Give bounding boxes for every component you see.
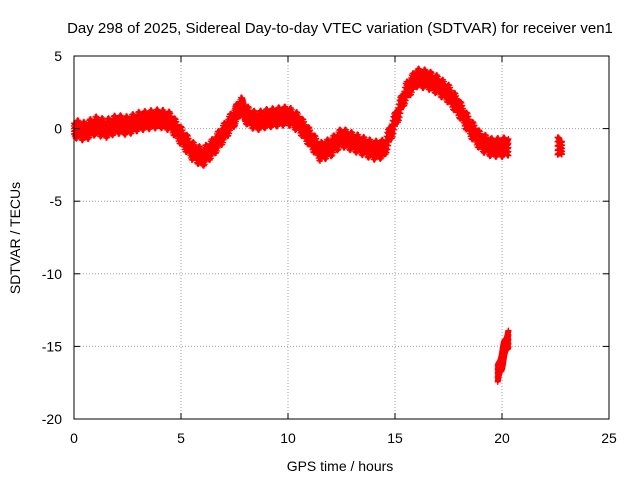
x-tick-label: 10 [280,430,296,446]
data-point [220,139,227,146]
data-point [397,110,404,117]
plot-frame [73,55,610,420]
data-point [401,100,408,107]
series-segment-2 [554,134,565,158]
data-point [383,149,390,156]
y-tick-label: -5 [50,193,63,209]
y-axis-label: SDTVAR / TECUs [7,182,23,294]
data-point [213,147,220,154]
data-point [385,142,392,149]
x-tick-label: 5 [177,430,185,446]
data-points [71,65,565,385]
data-point [402,97,409,104]
y-tick-label: -20 [42,411,62,427]
grid-lines [74,56,609,419]
x-tick-label: 20 [494,430,510,446]
x-tick-label: 25 [601,430,617,446]
data-point [505,344,512,351]
y-tick-label: -15 [42,338,62,354]
y-tick-label: -10 [42,266,62,282]
data-point [334,147,341,154]
data-point [558,151,565,158]
data-point [384,146,391,153]
y-tick-label: 5 [54,48,62,64]
data-point [226,130,233,137]
data-point [408,89,415,96]
data-point [328,153,335,160]
data-point [396,114,403,121]
data-point [505,152,512,159]
data-point [391,126,398,133]
data-point [389,133,396,140]
axis-ticks: 0 5 10 15 20 25 5 0 -5 -10 -15 -20 [42,48,617,446]
y-tick-label: 0 [54,121,62,137]
x-tick-label: 0 [70,430,78,446]
data-point [226,127,233,134]
data-point [214,145,221,152]
data-point [122,131,129,138]
series-segment-1 [71,65,512,169]
data-point [220,136,227,143]
chart-title: Day 298 of 2025, Sidereal Day-to-day VTE… [67,20,613,37]
data-point [116,130,123,137]
x-axis-label: GPS time / hours [287,458,394,474]
data-point [390,130,397,137]
data-point [395,117,402,124]
series-segment-3 [494,327,512,385]
x-tick-label: 15 [387,430,403,446]
